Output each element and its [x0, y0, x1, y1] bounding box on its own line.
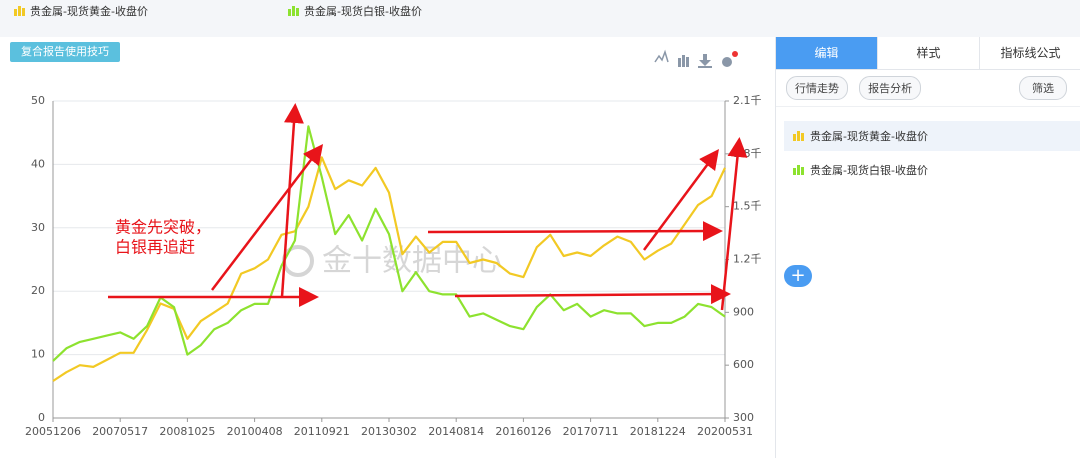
arrow — [642, 148, 719, 251]
legend-icon — [801, 133, 804, 141]
x-tick-label: 20170711 — [563, 425, 619, 438]
legend-icon — [793, 134, 796, 141]
bar-tool[interactable] — [678, 58, 681, 67]
action-button[interactable]: 报告分析 — [859, 76, 922, 100]
y-tick-label: 30 — [31, 221, 45, 234]
chart: 复合报告使用技巧 金十数据中心 0 10 20 30 40 50 300 600 900 1.2千… — [0, 0, 775, 458]
legend-icon — [14, 9, 17, 16]
action-button[interactable]: 行情走势 — [786, 76, 848, 100]
side-panel: 编辑 样式 指标线公式 行情走势 报告分析 筛选 贵金属-现货黄金-收盘价 贵金… — [775, 37, 1080, 458]
x-tick-label: 20070517 — [92, 425, 148, 438]
series-icon — [793, 165, 804, 175]
bar-tool-part — [682, 55, 685, 67]
series-item[interactable]: 贵金属-现货白银-收盘价 — [784, 155, 1080, 185]
legend-icon — [797, 131, 800, 141]
legend-icon — [296, 8, 299, 16]
legend-icon — [292, 6, 295, 16]
x-tick-label: 20081025 — [159, 425, 215, 438]
legend-bar — [0, 0, 775, 30]
series-label: 贵金属-现货白银-收盘价 — [810, 164, 928, 177]
arrow — [280, 103, 304, 298]
y-tick-label: 40 — [31, 157, 45, 170]
annotation: 白银再追赶 — [115, 238, 195, 257]
arrow — [720, 137, 748, 311]
notice-dot — [732, 51, 738, 57]
filter-button[interactable]: 筛选 — [1019, 76, 1067, 100]
legend-icon — [22, 8, 25, 16]
y2-tick-label: 2.1千 — [733, 94, 762, 107]
x-tick-label: 20051206 — [25, 425, 81, 438]
y-tick-label: 20 — [31, 284, 45, 297]
legend-icon — [288, 9, 291, 16]
chart-tools — [654, 49, 738, 68]
legend-icon — [797, 165, 800, 175]
y2-tick-label: 1.5千 — [733, 200, 762, 213]
legend-icon — [801, 167, 804, 175]
line-tool[interactable] — [654, 49, 669, 63]
tab[interactable]: 样式 — [878, 37, 980, 69]
legend-icon — [18, 6, 21, 16]
watermark: 金十数据中心 — [322, 244, 502, 279]
series-line — [52, 156, 726, 382]
series-line — [52, 125, 726, 362]
tips-button[interactable] — [10, 42, 120, 62]
arrow — [454, 284, 731, 305]
settings-tool[interactable] — [722, 57, 732, 67]
y2-tick-label: 1.2千 — [733, 253, 762, 266]
x-tick-label: 20130302 — [361, 425, 417, 438]
legend-icon — [793, 168, 796, 175]
annotation: 黄金先突破， — [115, 218, 211, 237]
arrow — [427, 221, 723, 242]
bar-tool-part — [686, 57, 689, 67]
legend-label: 贵金属-现货黄金-收盘价 — [30, 4, 148, 18]
download-tool[interactable] — [698, 54, 712, 68]
x-tick-label: 20140814 — [428, 425, 484, 438]
add-button[interactable]: + — [784, 265, 812, 287]
arrow — [211, 144, 324, 291]
legend-label: 贵金属-现货白银-收盘价 — [304, 4, 422, 18]
actions: 行情走势 报告分析 筛选 — [776, 70, 1080, 107]
tab[interactable]: 指标线公式 — [1000, 46, 1061, 60]
x-tick-label: 20200531 — [697, 425, 753, 438]
series-icon — [793, 131, 804, 141]
x-tick-label: 20181224 — [630, 425, 686, 438]
tab[interactable]: 编辑 — [776, 37, 878, 69]
x-tick-label: 20160126 — [495, 425, 551, 438]
y2-tick-label: 300 — [733, 411, 754, 424]
tabs: 编辑 样式 指标线公式 — [776, 37, 1080, 70]
y-tick-label: 10 — [31, 348, 45, 361]
series-list: 贵金属-现货黄金-收盘价 贵金属-现货白银-收盘价 + — [776, 107, 1080, 287]
y2-tick-label: 900 — [733, 305, 754, 318]
series-item[interactable]: 贵金属-现货黄金-收盘价 — [784, 121, 1080, 151]
y2-tick-label: 600 — [733, 358, 754, 371]
plot: 010203040503006009001.2千1.5千1.8千2.1千2005… — [25, 94, 762, 438]
series-label: 贵金属-现货黄金-收盘价 — [810, 130, 928, 143]
y-tick-label: 0 — [38, 411, 45, 424]
annotation-arrows — [108, 103, 748, 311]
x-tick-label: 20100408 — [227, 425, 283, 438]
y-tick-label: 50 — [31, 94, 45, 107]
tips-button-label[interactable]: 复合报告使用技巧 — [21, 44, 109, 58]
x-tick-label: 20110921 — [294, 425, 350, 438]
